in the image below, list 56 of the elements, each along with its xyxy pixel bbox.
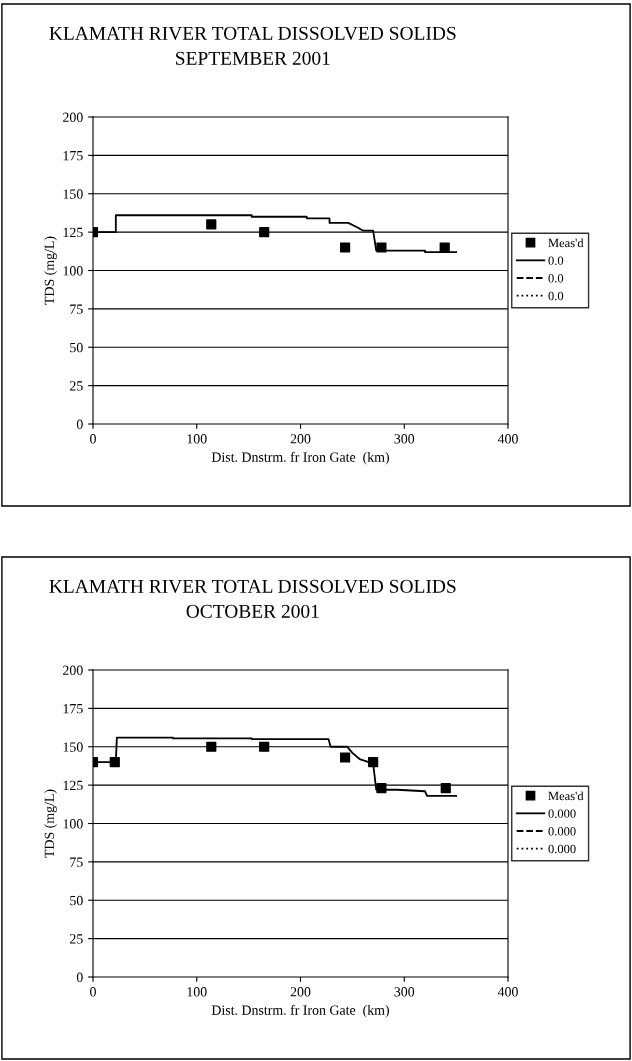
- x-tick-label: 300: [394, 987, 415, 997]
- x-tick-label: 400: [497, 987, 518, 997]
- x-axis-title: Dist. Dnstrm. fr Iron Gate (km): [211, 451, 389, 465]
- y-tick-label: 0: [76, 972, 83, 982]
- y-tick-label: 100: [63, 266, 83, 276]
- x-tick-label: 100: [187, 434, 207, 444]
- y-tick-label: 125: [63, 227, 83, 238]
- point: [376, 242, 387, 253]
- legend-label: 0.000: [548, 844, 576, 854]
- y-tick-label: 200: [63, 665, 83, 675]
- y-tick-label: 125: [63, 780, 83, 791]
- y-tick-label: 175: [63, 151, 83, 161]
- x-tick-label: 100: [187, 987, 207, 997]
- point: [259, 227, 270, 238]
- y-tick-label: 200: [63, 112, 83, 122]
- point: [206, 741, 217, 752]
- y-tick-label: 150: [63, 742, 83, 752]
- legend-label: 0.0: [548, 291, 564, 301]
- y-tick-label: 25: [70, 934, 83, 944]
- chart-title: KLAMATH RIVER TOTAL DISSOLVED SOLIDS: [49, 579, 456, 593]
- point: [340, 242, 351, 253]
- x-tick-label: 0: [90, 434, 96, 444]
- x-tick-label: 300: [394, 434, 415, 444]
- y-tick-label: 150: [63, 189, 83, 199]
- legend-label: Meas'd: [548, 791, 584, 801]
- point: [439, 242, 450, 253]
- legend-label: 0.000: [548, 827, 576, 836]
- legend-label: 0.0: [548, 256, 564, 265]
- chart-title: KLAMATH RIVER TOTAL DISSOLVED SOLIDS: [49, 26, 456, 40]
- chart-subtitle: OCTOBER 2001: [186, 604, 319, 618]
- point: [206, 219, 217, 230]
- point: [376, 783, 387, 794]
- y-axis-title: TDS (mg/L): [44, 236, 57, 305]
- chart-subtitle: SEPTEMBER 2001: [176, 51, 330, 65]
- y-tick-label: 75: [70, 857, 83, 867]
- x-tick-label: 200: [290, 987, 311, 997]
- y-tick-label: 100: [63, 819, 83, 829]
- point: [368, 757, 379, 768]
- point: [440, 783, 451, 794]
- y-axis-title: TDS (mg/L): [44, 789, 57, 858]
- y-tick-label: 50: [70, 895, 83, 906]
- y-tick-label: 50: [70, 342, 83, 353]
- point: [109, 757, 120, 768]
- point: [259, 741, 270, 752]
- x-tick-label: 0: [90, 987, 96, 997]
- y-tick-label: 175: [63, 704, 83, 714]
- y-tick-label: 25: [70, 381, 83, 391]
- y-tick-label: 0: [76, 419, 83, 429]
- x-axis-title: Dist. Dnstrm. fr Iron Gate (km): [211, 1004, 389, 1018]
- legend-label: 0.0: [548, 274, 564, 283]
- x-tick-label: 400: [497, 434, 518, 444]
- legend-label: 0.000: [548, 809, 576, 818]
- x-tick-label: 200: [290, 434, 311, 444]
- legend-label: Meas'd: [548, 238, 584, 248]
- y-tick-label: 75: [70, 304, 83, 314]
- point: [340, 752, 351, 763]
